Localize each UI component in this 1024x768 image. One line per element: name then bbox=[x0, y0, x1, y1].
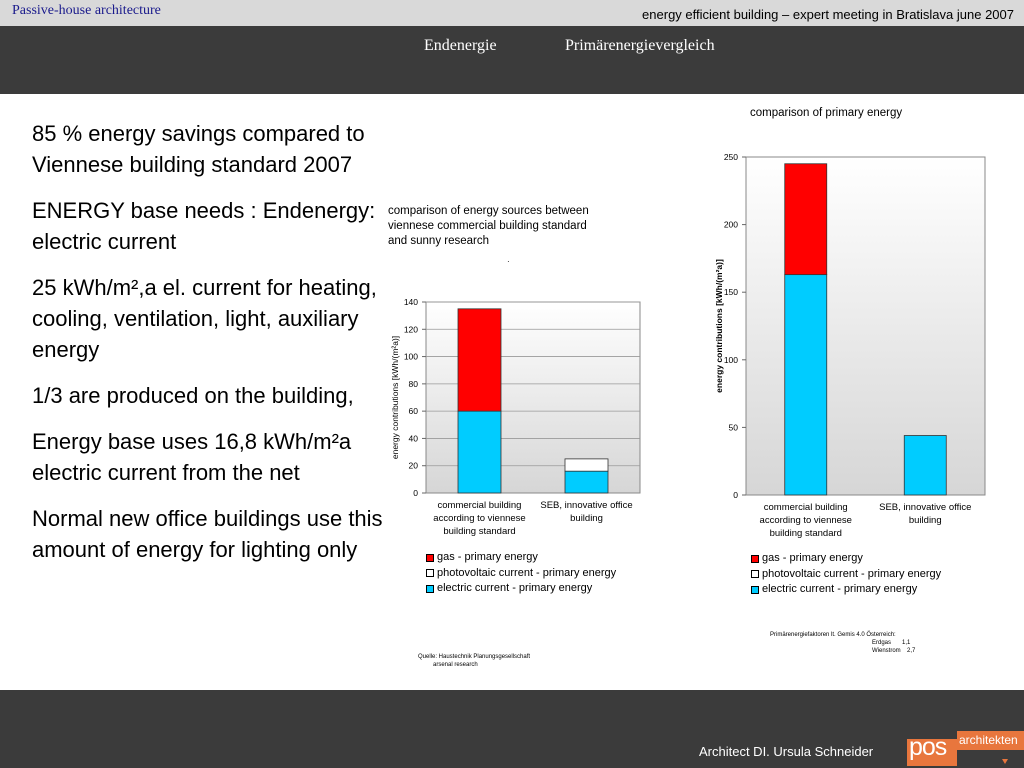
legend-item: gas - primary energy bbox=[426, 550, 616, 566]
y-axis-label: energy contributions [kWh/(m²a)] bbox=[714, 259, 724, 393]
legend-item: gas - primary energy bbox=[751, 551, 941, 567]
pos-architekten-logo: pos architekten bbox=[907, 731, 1024, 768]
x-tick-label: building bbox=[570, 513, 603, 524]
factors-title: Primärenergiefaktoren lt. Gemis 4.0 Öste… bbox=[770, 632, 896, 638]
y-tick-label: 0 bbox=[733, 490, 738, 500]
factors-row-erdgas: Erdgas 1,1 bbox=[770, 639, 915, 647]
chart1-source: Quelle: Haustechnik Planungsgesellschaft… bbox=[418, 653, 530, 669]
chart1-source-line: arsenal research bbox=[433, 662, 478, 668]
legend-label: photovoltaic current - primary energy bbox=[762, 567, 942, 580]
legend-item: electric current - primary energy bbox=[426, 581, 616, 597]
y-tick-label: 0 bbox=[413, 488, 418, 498]
text-panel: 85 % energy savings compared to Viennese… bbox=[32, 118, 397, 580]
factors-row-wienstrom: Wienstrom 2,7 bbox=[770, 647, 915, 655]
legend-label: gas - primary energy bbox=[437, 551, 538, 563]
y-tick-label: 150 bbox=[724, 287, 738, 297]
y-tick-label: 20 bbox=[409, 461, 419, 471]
x-tick-label: SEB, innovative office bbox=[540, 500, 632, 511]
legend-label: photovoltaic current - primary energy bbox=[437, 566, 617, 579]
x-tick-label: building standard bbox=[443, 526, 515, 537]
logo-arch-box bbox=[957, 731, 1024, 750]
legend-item: electric current - primary energy bbox=[751, 582, 941, 598]
logo-box bbox=[907, 739, 957, 766]
chart1-title-line: comparison of energy sources between bbox=[388, 205, 589, 217]
author-credit: Architect DI. Ursula Schneider bbox=[699, 744, 874, 759]
bar-segment bbox=[564, 470, 609, 494]
y-tick-label: 60 bbox=[409, 406, 419, 416]
paragraph-energy-savings: 85 % energy savings compared to Viennese… bbox=[32, 121, 365, 177]
bar-segment bbox=[784, 163, 828, 276]
legend-label: gas - primary energy bbox=[762, 552, 863, 564]
x-tick-label: SEB, innovative office bbox=[879, 502, 971, 513]
x-tick-label: according to viennese bbox=[760, 515, 852, 526]
bar-segment bbox=[784, 274, 828, 496]
brand-title: Passive-house architecture bbox=[12, 3, 161, 18]
chart1-legend: gas - primary energy photovoltaic current… bbox=[426, 550, 616, 597]
tab-primaerenergievergleich[interactable]: Primärenergievergleich bbox=[565, 37, 715, 54]
legend-item: photovoltaic current - primary energy bbox=[426, 566, 616, 582]
chart2-legend: gas - primary energy photovoltaic current… bbox=[751, 551, 941, 598]
y-tick-label: 80 bbox=[409, 379, 419, 389]
chart1-title: comparison of energy sources between vie… bbox=[388, 204, 589, 249]
paragraph-lighting-comparison: Normal new office buildings use this amo… bbox=[32, 506, 383, 562]
legend-label: electric current - primary energy bbox=[437, 582, 593, 594]
tab-endenergie[interactable]: Endenergie bbox=[424, 37, 497, 54]
header-band bbox=[0, 26, 1024, 94]
x-tick-label: building bbox=[909, 515, 942, 526]
y-tick-label: 100 bbox=[724, 355, 738, 365]
x-tick-label: commercial building bbox=[438, 500, 522, 511]
factors-label: Erdgas bbox=[872, 640, 892, 646]
factors-value: 2,7 bbox=[907, 648, 916, 654]
logo-architekten-text: architekten bbox=[959, 733, 1018, 747]
top-strip bbox=[0, 0, 1024, 26]
bar-segment bbox=[457, 308, 502, 412]
footer-band bbox=[0, 690, 1024, 768]
factors-value: 1,1 bbox=[902, 640, 911, 646]
y-tick-label: 120 bbox=[404, 324, 418, 334]
paragraph-net-current: Energy base uses 16,8 kWh/m²a electric c… bbox=[32, 429, 352, 485]
paragraph-produced-on-building: 1/3 are produced on the building, bbox=[32, 383, 354, 408]
chart1-energy-sources: 0 20 40 60 80 100 120 140 energy contributions [… bbox=[390, 297, 641, 537]
y-tick-label: 100 bbox=[404, 352, 418, 362]
paragraph-electric-current-usage: 25 kWh/m²,a el. current for heating, coo… bbox=[32, 275, 377, 362]
x-tick-label: commercial building bbox=[764, 502, 848, 513]
factors-label: Wienstrom bbox=[872, 648, 901, 654]
legend-swatch bbox=[426, 584, 434, 593]
chart1-title-line: viennese commercial building standard bbox=[388, 220, 587, 232]
y-axis-label: energy contributions [kWh/(m²a)] bbox=[390, 336, 400, 459]
meeting-title: energy efficient building – expert meeti… bbox=[642, 7, 1014, 22]
legend-swatch bbox=[751, 570, 759, 579]
y-tick-label: 50 bbox=[729, 422, 739, 432]
legend-swatch bbox=[426, 553, 434, 562]
y-tick-label: 40 bbox=[409, 433, 419, 443]
chart2-primary-energy: 0 50 100 150 200 250 energy contributions [kWh… bbox=[714, 152, 986, 539]
logo-pos-text: pos bbox=[909, 733, 947, 761]
legend-swatch bbox=[426, 569, 434, 578]
y-tick-label: 200 bbox=[724, 220, 738, 230]
chart1-dot: · bbox=[507, 257, 510, 266]
y-tick-label: 250 bbox=[724, 152, 738, 162]
legend-item: photovoltaic current - primary energy bbox=[751, 567, 941, 583]
paragraph-energy-base-needs: ENERGY base needs : Endenergy: electric … bbox=[32, 198, 376, 254]
y-tick-label: 140 bbox=[404, 297, 418, 307]
legend-label: electric current - primary energy bbox=[762, 583, 918, 595]
bar-segment bbox=[457, 410, 502, 494]
bar-segment bbox=[564, 458, 609, 472]
logo-marker-icon bbox=[1002, 759, 1008, 764]
x-tick-label: building standard bbox=[770, 528, 842, 539]
chart1-source-line: Quelle: Haustechnik Planungsgesellschaft bbox=[418, 654, 531, 660]
x-tick-label: according to viennese bbox=[433, 513, 525, 524]
chart2-title: comparison of primary energy bbox=[750, 107, 903, 119]
plot-area bbox=[745, 156, 986, 496]
chart1-title-line: and sunny research bbox=[388, 235, 490, 247]
legend-swatch bbox=[751, 585, 759, 594]
bar-segment bbox=[903, 435, 947, 496]
chart2-factors-note: Primärenergiefaktoren lt. Gemis 4.0 Öste… bbox=[770, 631, 915, 655]
legend-swatch bbox=[751, 554, 759, 563]
